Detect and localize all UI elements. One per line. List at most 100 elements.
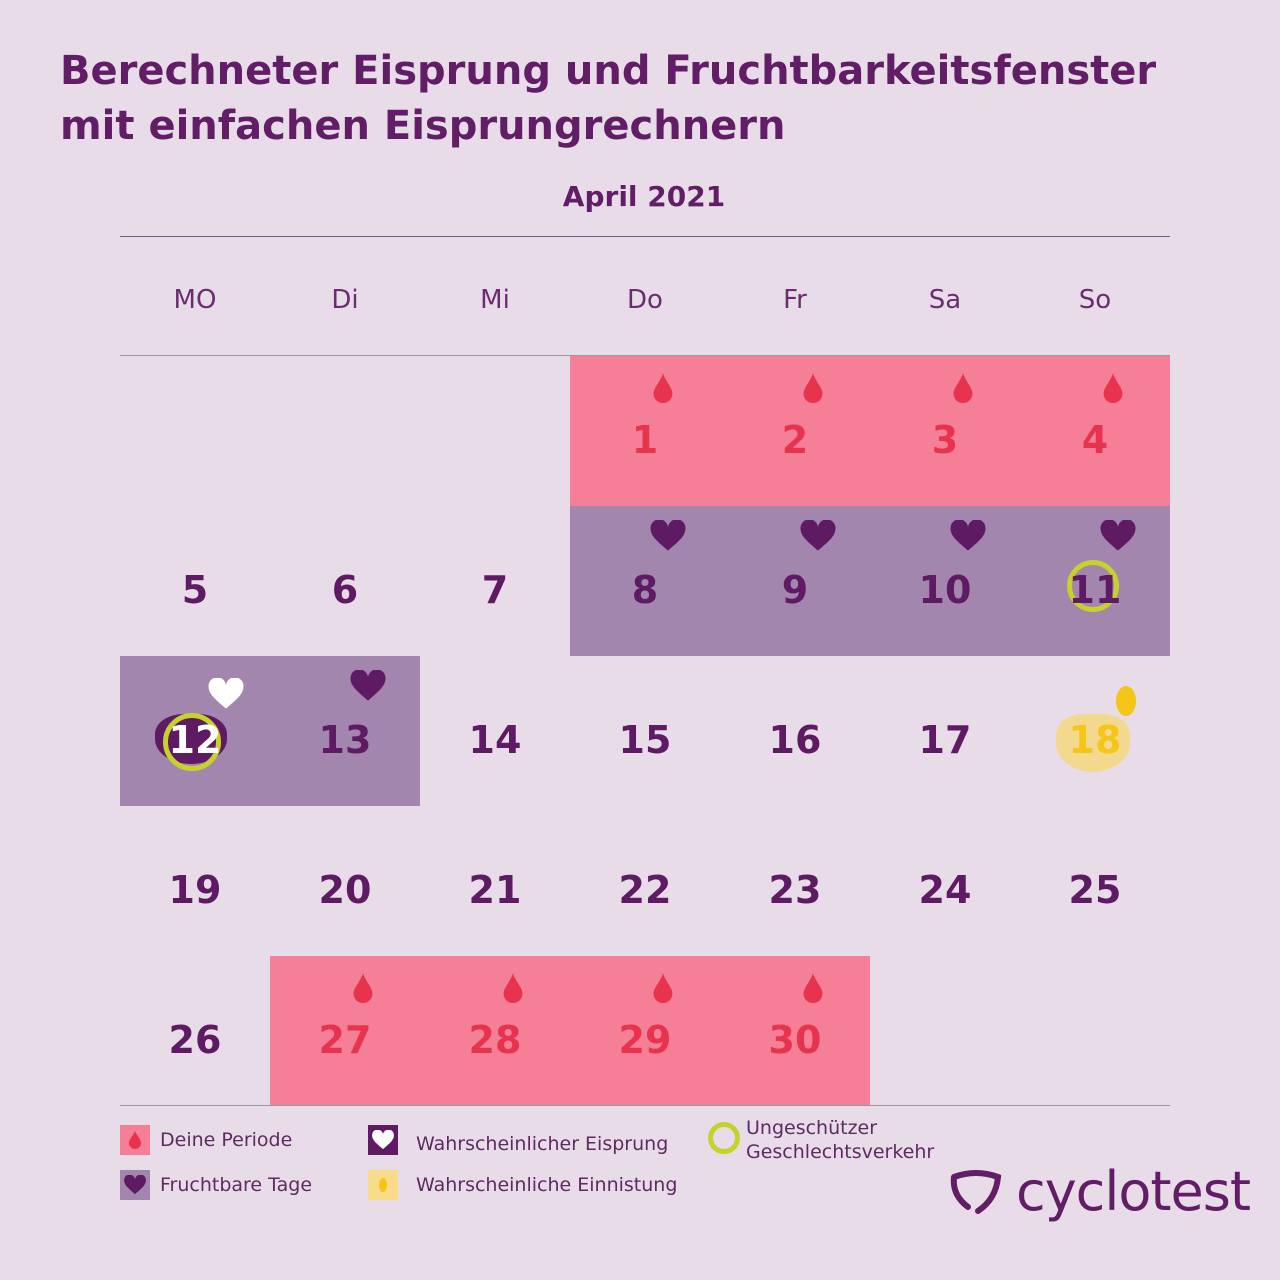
day-cell-18[interactable]: 18 [1020, 656, 1170, 806]
divider [120, 355, 1170, 356]
legend-fertile: Fruchtbare Tage [120, 1170, 312, 1200]
day-number: 8 [631, 568, 659, 612]
day-cell-28[interactable]: 28 [420, 956, 570, 1106]
day-cell-15[interactable]: 15 [570, 656, 720, 806]
heart-icon [800, 519, 836, 554]
heart-icon [650, 519, 686, 554]
day-cell-27[interactable]: 27 [270, 956, 420, 1106]
weekday-do: Do [627, 285, 663, 315]
day-number: 1 [631, 418, 659, 462]
day-cell-26[interactable]: 26 [120, 956, 270, 1106]
day-number: 10 [918, 568, 972, 612]
day-number: 7 [481, 568, 509, 612]
day-number: 6 [331, 568, 359, 612]
day-cell-5[interactable]: 5 [120, 506, 270, 656]
cyclotest-logo: cyclotest [948, 1160, 1251, 1223]
day-number: 15 [618, 718, 672, 762]
day-cell-29[interactable]: 29 [570, 956, 720, 1106]
day-number: 24 [918, 868, 972, 912]
day-number: 14 [468, 718, 522, 762]
day-number: 23 [768, 868, 822, 912]
day-cell-17[interactable]: 17 [870, 656, 1020, 806]
logo-icon [950, 1169, 1002, 1214]
day-cell-20[interactable]: 20 [270, 806, 420, 956]
day-cell-1[interactable]: 1 [570, 356, 720, 506]
heart-icon [368, 1125, 398, 1155]
weekday-fr: Fr [783, 285, 807, 315]
weekday-sa: Sa [928, 285, 962, 315]
implantation-icon [1116, 686, 1136, 716]
day-cell-16[interactable]: 16 [720, 656, 870, 806]
logo-text: cyclotest [1016, 1160, 1251, 1223]
legend-label: Geschlechtsverkehr [746, 1141, 935, 1163]
day-cell-3[interactable]: 3 [870, 356, 1020, 506]
day-cell-6[interactable]: 6 [270, 506, 420, 656]
day-cell-2[interactable]: 2 [720, 356, 870, 506]
day-cell-12[interactable]: 12 [120, 656, 270, 806]
day-cell-4[interactable]: 4 [1020, 356, 1170, 506]
day-cell-14[interactable]: 14 [420, 656, 570, 806]
legend-label: Wahrscheinliche Einnistung [416, 1174, 678, 1196]
heart-icon [1100, 519, 1136, 554]
legend-intercourse: Ungeschützer Geschlechtsverkehr [708, 1116, 934, 1164]
day-number: 20 [318, 868, 372, 912]
day-number: 18 [1068, 718, 1122, 762]
drop-icon [802, 372, 836, 406]
title-line-2: mit einfachen Eisprungrechnern [60, 103, 786, 149]
day-number: 22 [618, 868, 672, 912]
day-number: 30 [768, 1018, 822, 1062]
day-cell-19[interactable]: 19 [120, 806, 270, 956]
drop-icon [502, 972, 536, 1006]
legend-ovulation: Wahrscheinlicher Eisprung [368, 1125, 668, 1155]
ring-icon [708, 1122, 740, 1154]
day-cell-23[interactable]: 23 [720, 806, 870, 956]
day-cell-25[interactable]: 25 [1020, 806, 1170, 956]
day-number: 25 [1068, 868, 1122, 912]
ovulation-heart-icon [208, 677, 244, 712]
day-number: 29 [618, 1018, 672, 1062]
day-cell-7[interactable]: 7 [420, 506, 570, 656]
page-title: Berechneter Eisprung und Fruchtbarkeitsf… [60, 44, 1156, 154]
implantation-icon [368, 1170, 398, 1200]
drop-icon [652, 372, 686, 406]
implantation-shape [1056, 714, 1130, 772]
legend-label: Deine Periode [160, 1129, 293, 1151]
drop-icon [120, 1125, 150, 1155]
weekday-di: Di [331, 285, 359, 315]
heart-icon [950, 519, 986, 554]
month-label: April 2021 [562, 180, 726, 213]
day-number: 9 [781, 568, 809, 612]
drop-icon [952, 372, 986, 406]
day-number: 12 [168, 718, 222, 762]
day-number: 16 [768, 718, 822, 762]
day-cell-11[interactable]: 11 [1020, 506, 1170, 656]
day-number: 17 [918, 718, 972, 762]
day-number: 3 [931, 418, 959, 462]
day-cell-22[interactable]: 22 [570, 806, 720, 956]
legend-label: Ungeschützer [746, 1117, 878, 1139]
legend-label: Wahrscheinlicher Eisprung [416, 1133, 669, 1155]
day-cell-8[interactable]: 8 [570, 506, 720, 656]
day-cell-24[interactable]: 24 [870, 806, 1020, 956]
drop-icon [1102, 372, 1136, 406]
day-cell-21[interactable]: 21 [420, 806, 570, 956]
day-cell-13[interactable]: 13 [270, 656, 420, 806]
title-line-1: Berechneter Eisprung und Fruchtbarkeitsf… [60, 48, 1157, 94]
intercourse-ring-icon [1067, 560, 1119, 612]
intercourse-ring-icon [163, 713, 221, 771]
day-number: 21 [468, 868, 522, 912]
legend-period: Deine Periode [120, 1125, 292, 1155]
weekday-mi: Mi [480, 285, 510, 315]
day-cell-10[interactable]: 10 [870, 506, 1020, 656]
day-number: 4 [1081, 418, 1109, 462]
day-number: 27 [318, 1018, 372, 1062]
day-cell-30[interactable]: 30 [720, 956, 870, 1106]
day-number: 28 [468, 1018, 522, 1062]
heart-icon [350, 669, 386, 704]
heart-icon [120, 1170, 150, 1200]
divider [120, 1105, 1170, 1106]
legend-label: Fruchtbare Tage [160, 1174, 313, 1196]
day-cell-9[interactable]: 9 [720, 506, 870, 656]
day-number: 26 [168, 1018, 222, 1062]
day-number: 11 [1068, 568, 1122, 612]
